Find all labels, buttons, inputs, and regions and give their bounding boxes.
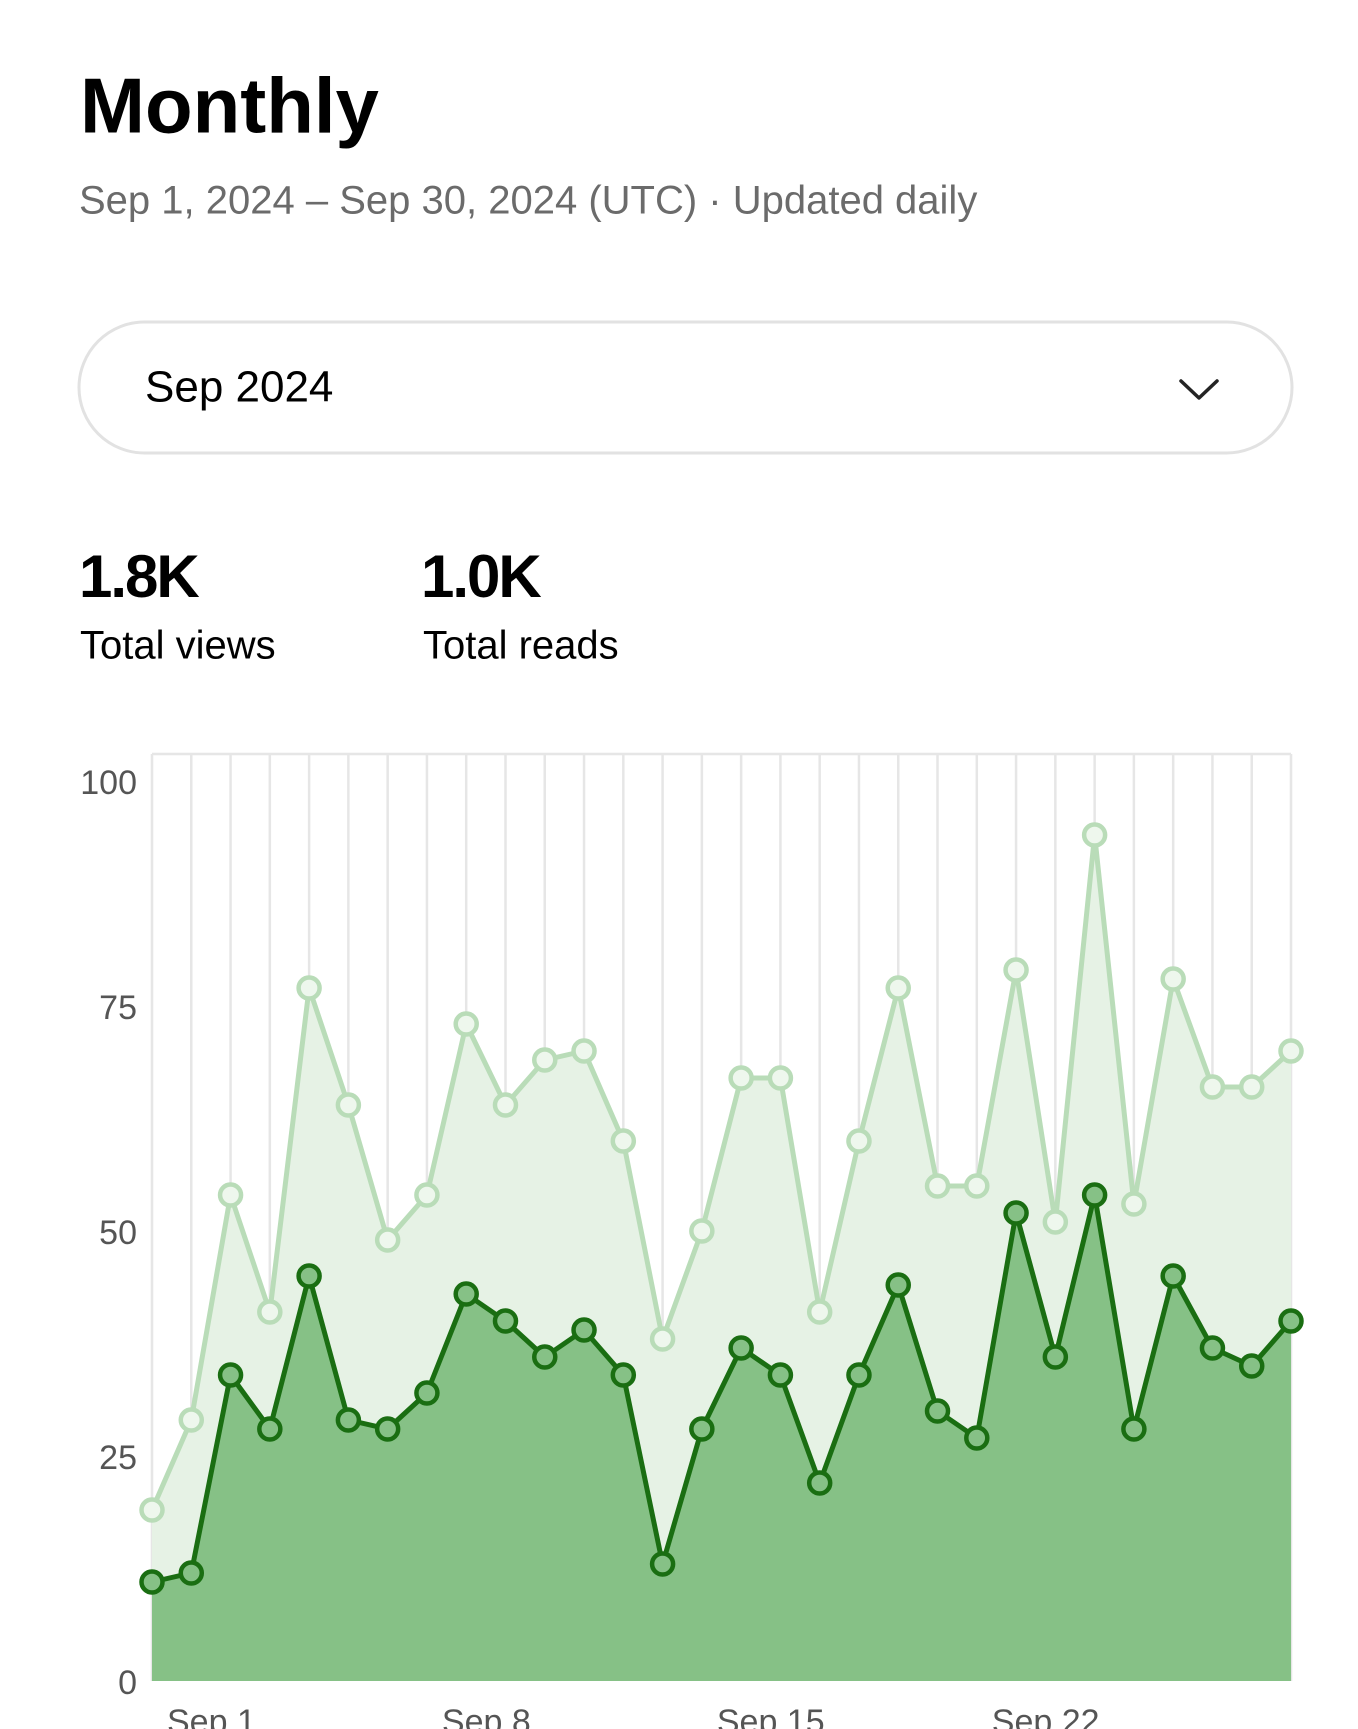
point	[885, 975, 911, 1001]
line	[151, 1192, 1293, 1585]
chevron-icon[interactable]	[1179, 379, 1219, 400]
point	[964, 1425, 990, 1451]
point	[1003, 957, 1029, 983]
point	[1199, 1335, 1226, 1361]
point	[649, 1326, 676, 1352]
stat-value: 1.0K	[421, 543, 541, 610]
point	[139, 1569, 165, 1595]
point	[649, 1551, 676, 1577]
point	[532, 1344, 558, 1370]
x-tick-label: Sep 15	[717, 1703, 825, 1729]
point	[1042, 1344, 1069, 1370]
point	[453, 1011, 479, 1037]
stat-label: Total views	[80, 624, 276, 668]
point	[767, 1362, 794, 1388]
point	[1081, 822, 1108, 848]
point	[492, 1308, 519, 1334]
point	[296, 975, 322, 1001]
point	[806, 1299, 833, 1325]
stat-label: Total reads	[423, 624, 619, 668]
point	[767, 1065, 794, 1091]
point	[964, 1173, 990, 1199]
x-tick-label: Sep 8	[442, 1703, 531, 1729]
point	[1160, 966, 1186, 992]
point	[571, 1038, 597, 1064]
y-tick-label: 100	[80, 764, 137, 802]
y-tick-label: 50	[99, 1214, 137, 1252]
point	[374, 1227, 401, 1253]
point	[689, 1218, 715, 1244]
point	[453, 1281, 479, 1307]
y-tick-label: 25	[99, 1439, 137, 1477]
point	[335, 1092, 362, 1118]
point	[178, 1560, 205, 1586]
point	[1121, 1191, 1147, 1217]
point	[885, 1272, 911, 1298]
point	[571, 1317, 597, 1343]
point	[217, 1362, 244, 1388]
point	[257, 1299, 283, 1325]
point	[1081, 1182, 1108, 1208]
point	[414, 1182, 440, 1208]
dropdown-box[interactable]	[77, 320, 1294, 455]
point	[532, 1047, 558, 1073]
point	[414, 1380, 440, 1406]
y-tick-label: 0	[118, 1664, 137, 1702]
point	[1238, 1353, 1265, 1379]
point	[257, 1416, 283, 1442]
point	[1042, 1209, 1069, 1235]
point	[806, 1470, 833, 1496]
point	[1278, 1308, 1304, 1334]
point	[296, 1263, 322, 1289]
point	[846, 1362, 872, 1388]
point	[610, 1362, 637, 1388]
point	[492, 1092, 519, 1118]
point	[1003, 1200, 1029, 1226]
page-title: Monthly	[80, 62, 379, 150]
point	[335, 1407, 362, 1433]
point	[924, 1398, 951, 1424]
point	[1160, 1263, 1186, 1289]
x-tick-label: Sep 22	[992, 1703, 1100, 1729]
point	[1238, 1074, 1265, 1100]
point	[728, 1065, 754, 1091]
point	[1121, 1416, 1147, 1442]
point	[610, 1128, 637, 1154]
chart: 0 25 50 75 100 Sep 1 Sep 8 Sep 15 Sep 22	[80, 752, 1304, 1729]
subtitle: Sep 1, 2024 – Sep 30, 2024 (UTC) · Updat…	[79, 179, 977, 223]
point	[728, 1335, 754, 1361]
point	[374, 1416, 401, 1442]
point	[217, 1182, 244, 1208]
line	[149, 832, 1293, 1511]
y-tick-label: 75	[99, 989, 137, 1027]
area	[152, 1195, 1291, 1681]
point	[1278, 1038, 1304, 1064]
point	[1199, 1074, 1226, 1100]
point	[924, 1173, 951, 1199]
point	[689, 1416, 715, 1442]
point	[178, 1407, 205, 1433]
month-dropdown[interactable]: Sep 2024	[77, 320, 1294, 455]
dropdown-label[interactable]: Sep 2024	[145, 363, 333, 412]
x-tick-label: Sep 1	[167, 1703, 256, 1729]
point	[139, 1497, 165, 1523]
point	[846, 1128, 872, 1154]
stat-value: 1.8K	[79, 543, 199, 610]
